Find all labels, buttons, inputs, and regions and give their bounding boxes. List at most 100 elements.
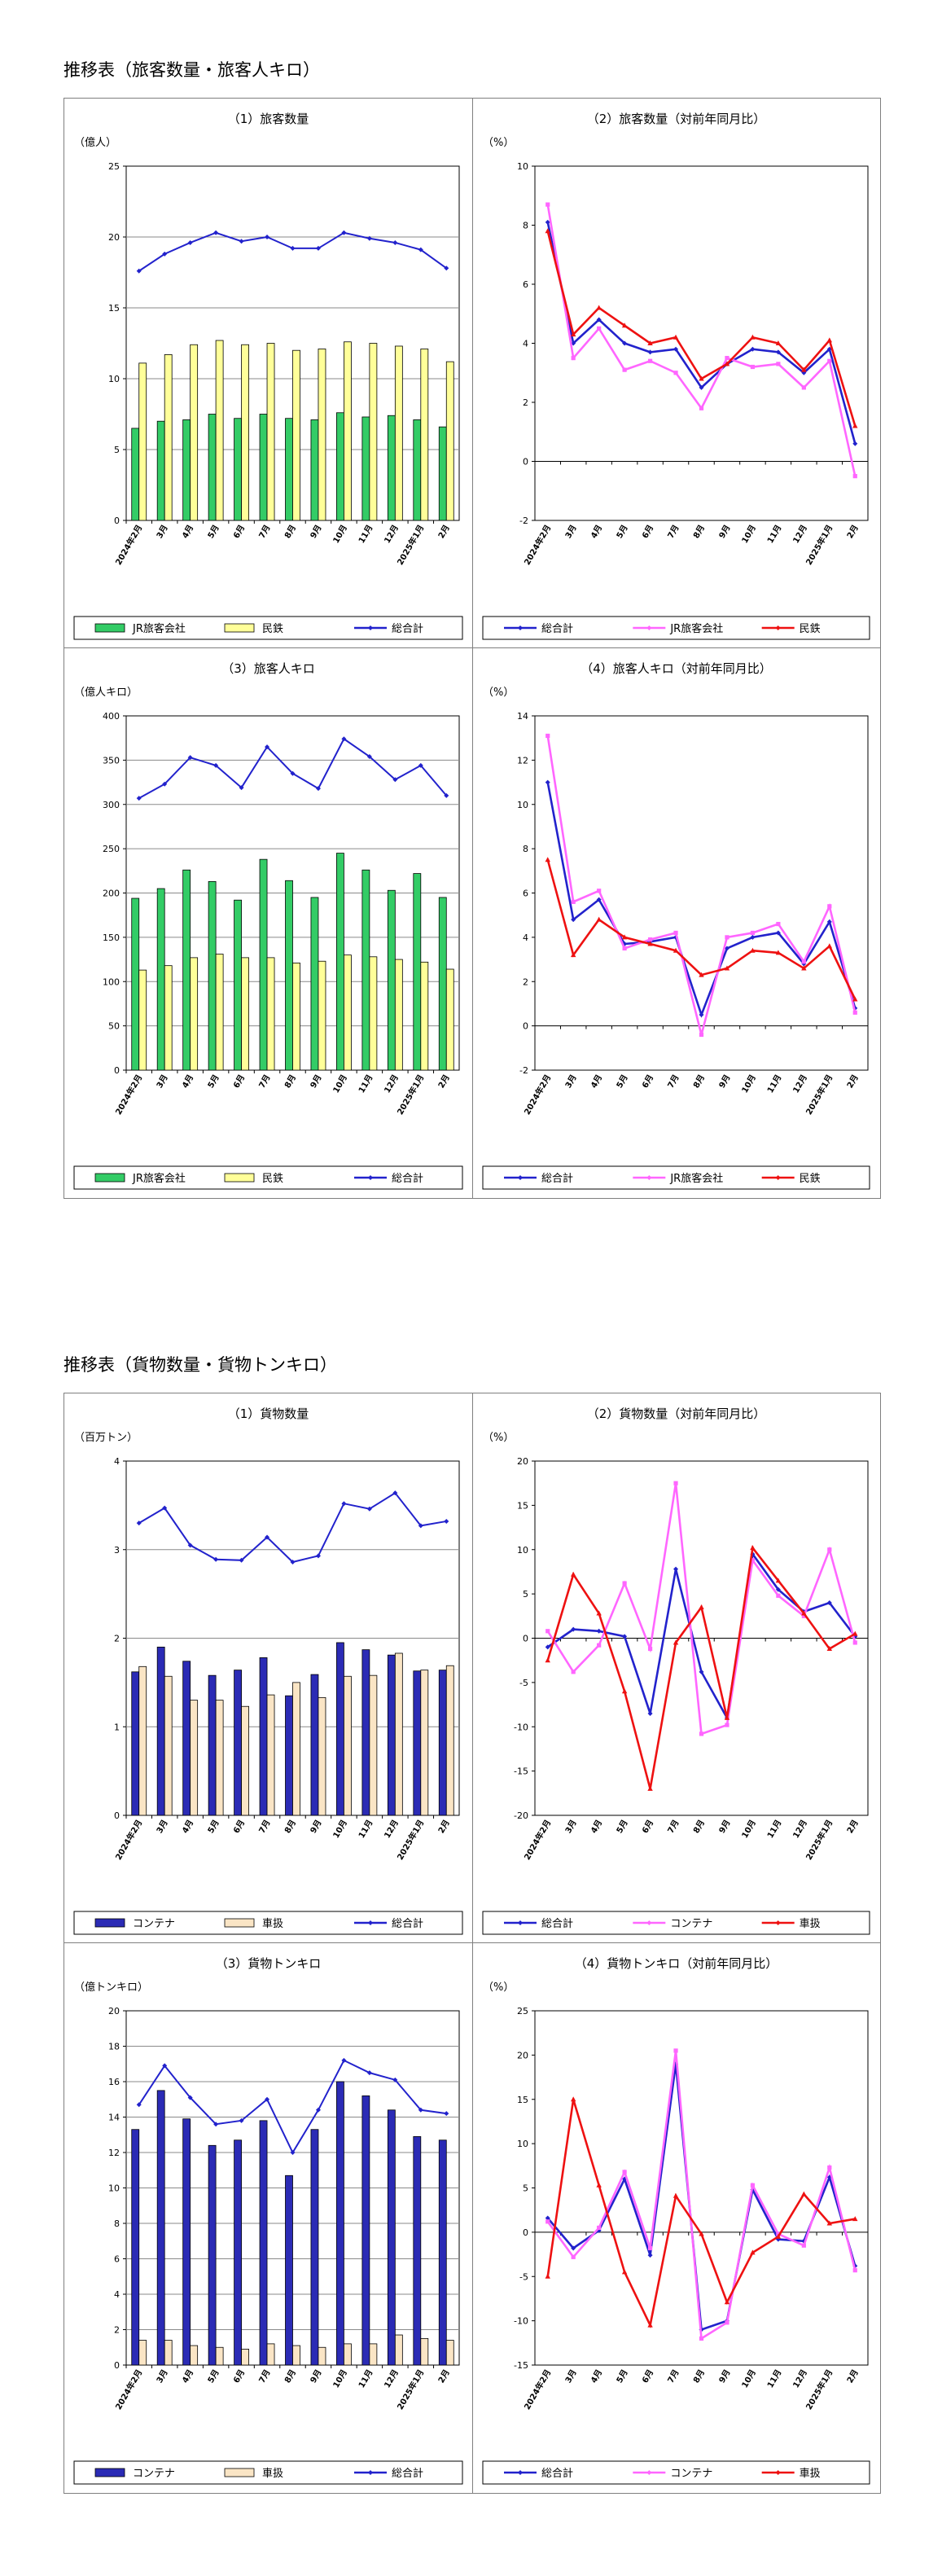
point-- bbox=[392, 777, 398, 783]
bar-- bbox=[394, 959, 403, 1071]
point-- bbox=[622, 1581, 627, 1586]
y-tick-label: 10 bbox=[517, 161, 528, 172]
y-tick-label: 4 bbox=[523, 933, 528, 943]
bar-- bbox=[285, 2174, 293, 2366]
point-- bbox=[596, 305, 602, 310]
point-- bbox=[775, 1586, 781, 1592]
bar-JR- bbox=[310, 897, 319, 1071]
legend-label-JR-: JR旅客会社 bbox=[132, 1172, 186, 1185]
point-- bbox=[136, 1521, 142, 1526]
legend-swatch-- bbox=[224, 2468, 255, 2477]
bar-- bbox=[164, 354, 173, 521]
x-tick-label: 9月 bbox=[309, 1073, 324, 1091]
bar-- bbox=[310, 2129, 319, 2366]
point-JR- bbox=[545, 733, 550, 739]
chart-svg: （3）旅客人キロ （億人キロ） 0 50 100 150 200 250 300 350 400 20… bbox=[73, 661, 463, 1190]
x-tick-label: 2024年2月 bbox=[113, 1818, 145, 1862]
bar-- bbox=[344, 954, 352, 1071]
point-JR- bbox=[647, 937, 653, 942]
point-- bbox=[162, 1505, 168, 1511]
section-title-passenger: 推移表（旅客数量・旅客人キロ） bbox=[64, 60, 320, 80]
x-tick-label: 8月 bbox=[691, 2368, 707, 2385]
bar-- bbox=[361, 2095, 370, 2366]
point-- bbox=[444, 2111, 449, 2117]
point-- bbox=[852, 441, 858, 446]
point-- bbox=[571, 2245, 576, 2251]
bar-- bbox=[241, 957, 249, 1071]
x-tick-label: 11月 bbox=[357, 524, 375, 546]
bar-JR- bbox=[361, 416, 370, 521]
legend-label--: 総合計 bbox=[392, 1172, 423, 1185]
x-tick-label: 4月 bbox=[589, 2368, 604, 2385]
point-- bbox=[750, 346, 756, 352]
point-- bbox=[699, 1731, 704, 1736]
x-tick-label: 6月 bbox=[640, 2368, 655, 2385]
chart-title: （1）貨物数量 bbox=[228, 1406, 309, 1421]
x-tick-label: 2月 bbox=[845, 524, 861, 541]
point-JR- bbox=[852, 474, 857, 479]
point-- bbox=[673, 1481, 678, 1485]
passenger-grid-divider-v bbox=[472, 99, 473, 1198]
legend-label--: 総合計 bbox=[392, 1917, 423, 1930]
point-- bbox=[187, 1543, 193, 1548]
chart-svg: （2）貨物数量（対前年同月比） （%） -20 -15 -10 -5 0 5 10 15 20 202… bbox=[482, 1406, 870, 1935]
bar-JR- bbox=[387, 415, 396, 521]
y-tick-label: -10 bbox=[514, 1722, 528, 1732]
bar-- bbox=[413, 1670, 422, 1816]
legend-swatch-- bbox=[94, 1918, 125, 1928]
point-JR- bbox=[725, 356, 730, 361]
x-tick-label: 6月 bbox=[640, 1819, 655, 1836]
point-- bbox=[699, 972, 704, 977]
point-- bbox=[597, 1643, 602, 1648]
x-tick-label: 3月 bbox=[563, 524, 579, 541]
bar-- bbox=[164, 1675, 173, 1816]
bar-- bbox=[292, 349, 300, 521]
chart-title: （2）貨物数量（対前年同月比） bbox=[587, 1406, 766, 1421]
bar-- bbox=[138, 1665, 147, 1816]
point-- bbox=[596, 2227, 602, 2233]
point-- bbox=[750, 2183, 756, 2188]
point-- bbox=[775, 349, 781, 355]
legend bbox=[482, 2460, 870, 2485]
legend-marker bbox=[646, 1920, 652, 1925]
point-- bbox=[699, 2231, 704, 2236]
plot-area bbox=[534, 2010, 869, 2366]
x-tick-label: 5月 bbox=[615, 524, 630, 541]
bar-JR- bbox=[285, 880, 293, 1071]
point-- bbox=[852, 2216, 858, 2222]
point-JR- bbox=[622, 367, 627, 372]
x-tick-label: 2024年2月 bbox=[113, 1073, 145, 1117]
point-- bbox=[213, 1556, 219, 1562]
bar-JR- bbox=[131, 428, 140, 521]
point-- bbox=[621, 2269, 628, 2275]
bar-- bbox=[182, 2118, 191, 2366]
legend-swatch-- bbox=[224, 1173, 255, 1183]
bar-JR- bbox=[182, 419, 191, 521]
point-- bbox=[265, 744, 270, 750]
legend-label--: 総合計 bbox=[541, 2467, 573, 2480]
legend-label-JR-: JR旅客会社 bbox=[669, 1172, 723, 1185]
legend-label--: 車扱 bbox=[262, 2468, 283, 2480]
chart-svg: （2）旅客数量（対前年同月比） （%） -2 0 2 4 6 8 10 2024年2月 3月 4月 5月… bbox=[482, 112, 870, 640]
bar-- bbox=[445, 361, 454, 521]
point-- bbox=[826, 2174, 832, 2180]
bar-- bbox=[318, 2346, 326, 2366]
point-- bbox=[826, 919, 832, 924]
bar-JR- bbox=[259, 858, 268, 1071]
point-JR- bbox=[699, 1032, 704, 1038]
point-- bbox=[366, 1506, 372, 1512]
bar-- bbox=[138, 2340, 147, 2366]
chart-freight-volume: （1）貨物数量 （百万トン） 0 1 2 3 4 2024年2月 3月 4月 5月 6月 7月 8月 9月 1… bbox=[64, 1393, 472, 1942]
point-- bbox=[750, 1545, 756, 1551]
x-tick-label: 12月 bbox=[791, 1819, 809, 1841]
point-- bbox=[162, 781, 168, 787]
legend-marker bbox=[646, 1175, 652, 1180]
y-tick-label: 8 bbox=[523, 844, 528, 854]
y-tick-label: 20 bbox=[108, 232, 120, 243]
x-tick-label: 12月 bbox=[383, 2368, 401, 2390]
point-- bbox=[545, 2273, 550, 2279]
legend-swatch-JR- bbox=[94, 623, 125, 633]
y-tick-label: 10 bbox=[517, 2139, 528, 2149]
bar-- bbox=[445, 968, 454, 1071]
point-JR- bbox=[827, 904, 832, 909]
